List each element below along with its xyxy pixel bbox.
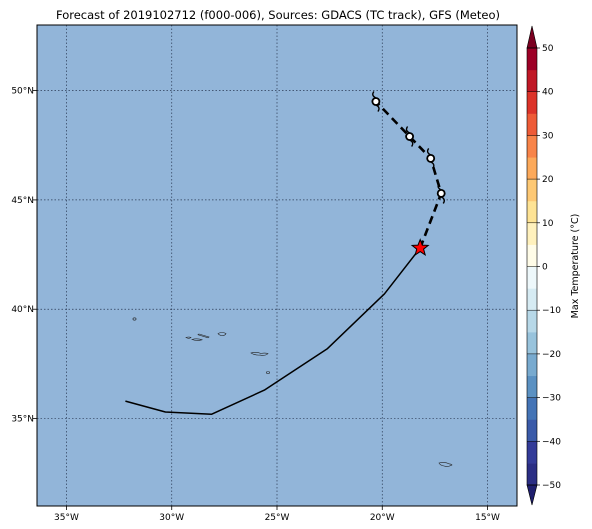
lon-tick-label: 30°W xyxy=(159,513,184,523)
observed-track-line xyxy=(125,247,421,415)
island-sao-jorge xyxy=(197,333,210,339)
colorbar-bin xyxy=(527,353,537,377)
colorbar-bin xyxy=(527,157,537,180)
colorbar-tick-label: 40 xyxy=(542,88,554,98)
storm-core xyxy=(436,189,446,198)
storm-symbol-icon xyxy=(371,91,381,112)
storm-arm-bottom xyxy=(375,104,380,112)
colorbar-bin xyxy=(527,135,537,158)
colorbar-bin xyxy=(527,91,537,114)
island-pico xyxy=(191,338,203,341)
colorbar-bin xyxy=(527,222,537,245)
storm-arm-bottom xyxy=(430,161,435,169)
colorbar-tick-label: 20 xyxy=(542,175,554,185)
island-terceira xyxy=(217,332,227,336)
colorbar-tick-label: 10 xyxy=(542,219,554,229)
land-outlines xyxy=(132,317,453,467)
colorbar-bin xyxy=(527,244,537,267)
colorbar-tick-label: 30 xyxy=(542,131,554,141)
island-faial xyxy=(185,336,192,339)
colorbar-bin xyxy=(527,463,537,486)
colorbar-label: Max Temperature (°C) xyxy=(570,214,581,319)
colorbar-bin xyxy=(527,441,537,464)
lat-tick-label: 40°N xyxy=(11,305,34,315)
lat-tick-label: 35°N xyxy=(11,415,34,425)
storm-arm-bottom xyxy=(440,196,446,204)
colorbar-bin xyxy=(527,288,537,311)
storm-symbol-icon xyxy=(405,126,415,147)
colorbar-tick-label: −50 xyxy=(542,481,561,491)
colorbar-bin xyxy=(527,419,537,442)
storm-arm-top xyxy=(426,147,432,156)
colorbar-bin xyxy=(527,179,537,202)
colorbar-under-arrow xyxy=(526,484,538,506)
colorbar-bin xyxy=(527,397,537,420)
gridlines xyxy=(37,25,517,506)
map-frame xyxy=(36,24,518,507)
lat-tick-label: 45°N xyxy=(11,196,34,206)
storm-arm-top xyxy=(405,126,410,134)
colorbar-bin xyxy=(527,332,537,355)
island-flores xyxy=(132,317,137,321)
lon-tick-label: 15°W xyxy=(475,513,500,523)
lat-tick-label: 50°N xyxy=(11,87,34,97)
colorbar-tick-label: −40 xyxy=(542,437,561,447)
colorbar-ticks: 50 40 30 20 10 0 −10 −20 −30 −40 −50 xyxy=(527,44,561,491)
colorbar-over-arrow xyxy=(526,25,538,49)
storm-symbol-icon xyxy=(426,147,436,169)
ocean-background xyxy=(37,25,517,506)
lon-tick-label: 20°W xyxy=(370,513,395,523)
island-santa-maria xyxy=(265,371,270,374)
lon-tick-label: 25°W xyxy=(265,513,290,523)
storm-core xyxy=(371,97,381,106)
lon-tick-label: 35°W xyxy=(54,513,79,523)
map-area: 35°W 30°W 25°W 20°W 15°W 50°N 45°N 40°N 35°N xyxy=(11,24,518,523)
storm-arm-top xyxy=(372,91,377,99)
colorbar-tick-label: −20 xyxy=(542,350,561,360)
colorbar-bin xyxy=(527,310,537,333)
storm-symbol-icon xyxy=(436,182,446,204)
figure-title: Forecast of 2019102712 (f000-006), Sourc… xyxy=(56,8,500,22)
storm-core xyxy=(426,154,436,163)
colorbar-bin xyxy=(527,69,537,92)
axis-ticks: 35°W 30°W 25°W 20°W 15°W 50°N 45°N 40°N 35°N xyxy=(11,87,500,523)
colorbar-bin xyxy=(527,266,537,289)
colorbar-tick-label: −10 xyxy=(542,306,561,316)
storm-symbols xyxy=(371,91,446,204)
island-sao-miguel xyxy=(250,352,269,356)
storm-core xyxy=(405,132,415,141)
colorbar-tick-label: 0 xyxy=(542,263,548,273)
storm-arm-bottom xyxy=(409,139,414,147)
colorbar-bin xyxy=(527,48,537,71)
colorbar-bin xyxy=(527,113,537,136)
current-position-star-icon xyxy=(410,238,430,257)
colorbar-bins xyxy=(527,48,537,486)
colorbar-bin xyxy=(527,375,537,398)
island-madeira xyxy=(438,462,453,467)
colorbar: 50 40 30 20 10 0 −10 −20 −30 −40 −50 Max Temperatu… xyxy=(526,25,581,506)
colorbar-tick-label: 50 xyxy=(542,44,554,54)
colorbar-bin xyxy=(527,200,537,224)
colorbar-tick-label: −30 xyxy=(542,394,561,404)
storm-arm-top xyxy=(437,182,442,191)
